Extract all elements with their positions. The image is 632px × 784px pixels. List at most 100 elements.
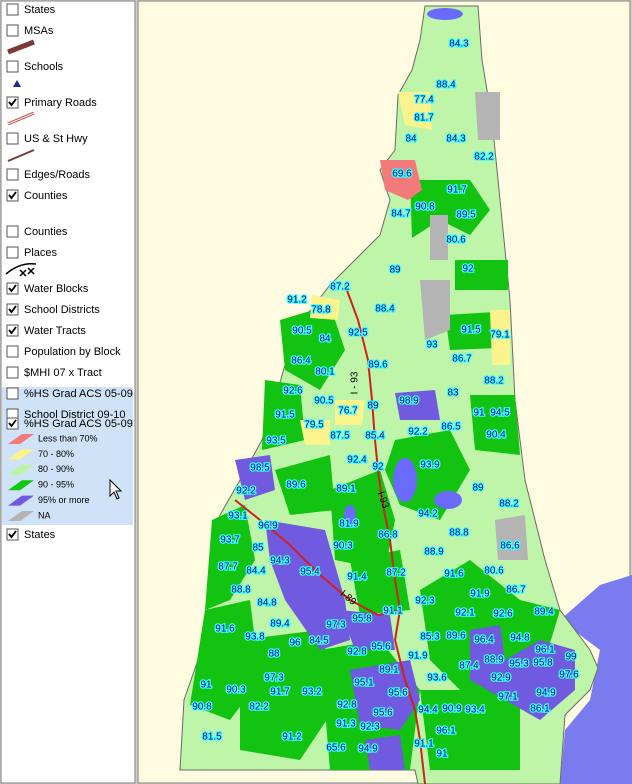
district-value-label: 86.4	[291, 356, 311, 367]
layer-name[interactable]: MSAs	[24, 25, 54, 37]
district-value-label: 79.1	[490, 330, 510, 341]
legend-label: 90 - 95%	[38, 480, 74, 490]
layer-name[interactable]: Counties	[24, 190, 68, 202]
district-value-label: 88.4	[375, 304, 395, 315]
district-value-label: 91.7	[270, 687, 290, 698]
checkbox[interactable]	[6, 225, 19, 238]
district-value-label: 88.9	[424, 547, 444, 558]
district-value-label: 94.9	[358, 744, 378, 755]
district-value-label: 80.6	[484, 566, 504, 577]
district-value-label: 87.2	[386, 568, 406, 579]
district-value-label: 94.2	[418, 509, 438, 520]
district-value-label: 91	[473, 408, 485, 419]
legend-swatch	[8, 434, 34, 444]
checkbox[interactable]	[6, 132, 19, 145]
checkbox[interactable]	[6, 345, 19, 358]
district-value-label: 97.1	[498, 692, 518, 703]
layer-name[interactable]: Water Tracts	[24, 325, 86, 337]
legend-swatch	[8, 449, 34, 460]
district-value-label: 91.2	[282, 732, 302, 743]
active-layer-name[interactable]: %HS Grad ACS 05-09	[24, 418, 133, 430]
district-value-label: 89	[389, 265, 401, 276]
layer-name[interactable]: $MHI 07 x Tract	[24, 367, 102, 379]
layer-name[interactable]: Water Blocks	[24, 283, 89, 295]
district-value-label: 82.2	[249, 702, 269, 713]
district-value-label: 92.2	[408, 427, 428, 438]
district-value-label: 81.9	[339, 519, 359, 530]
district-value-label: 81.5	[202, 732, 222, 743]
checkbox[interactable]	[6, 246, 19, 259]
district-value-label: 92.1	[455, 608, 475, 619]
checkbox[interactable]	[6, 3, 19, 16]
layer-name[interactable]: Primary Roads	[24, 97, 97, 109]
district-value-label: 93.1	[228, 511, 248, 522]
district-value-label: 84.3	[446, 134, 466, 145]
district-value-label: 95.4	[300, 567, 320, 578]
district-value-label: 91.4	[347, 572, 367, 583]
hwy-symbol	[7, 149, 35, 162]
district-value-label: 82.2	[474, 152, 494, 163]
district-value-label: 92.5	[348, 328, 368, 339]
layer-list: States MSAs Schools Primary Roads US & St Hw…	[5, 3, 133, 541]
layer-name[interactable]: Schools	[24, 61, 64, 73]
layer-name[interactable]: States	[24, 4, 56, 16]
checkbox[interactable]	[6, 387, 19, 400]
district-value-label: 91.1	[383, 606, 403, 617]
district-value-label: 97.3	[326, 620, 346, 631]
district-value-label: 90.8	[415, 202, 435, 213]
layer-name[interactable]: Counties	[24, 226, 68, 238]
district-value-label: 76.7	[338, 406, 358, 417]
checkbox[interactable]	[6, 168, 19, 181]
checkmark	[8, 191, 17, 200]
legend-swatch	[8, 495, 34, 506]
layer-name[interactable]: States	[24, 529, 56, 541]
district-value-label: 90.3	[226, 685, 246, 696]
district-value-label: 91.7	[447, 185, 467, 196]
places-symbol	[5, 262, 37, 277]
layer-name[interactable]: Places	[24, 247, 58, 259]
district-value-label: 92.2	[236, 486, 256, 497]
district-value-label: 96.1	[535, 645, 555, 656]
district-value-label: 85.3	[420, 632, 440, 643]
district-value-label: 84.3	[449, 39, 469, 50]
ocean	[560, 575, 632, 784]
layer-name[interactable]: School Districts	[24, 304, 100, 316]
district-value-label: 91.6	[444, 569, 464, 580]
district-value-label: 94.4	[418, 705, 438, 716]
district-value-label: 92.9	[491, 673, 511, 684]
road-label: I - 93	[350, 371, 361, 394]
district-value-label: 89	[472, 483, 484, 494]
layer-name[interactable]: School District 09-10	[24, 409, 126, 421]
districts-95-plus	[235, 390, 575, 770]
district-value-label: 94.3	[270, 556, 290, 567]
district-value-label: 88.8	[231, 585, 251, 596]
district-value-label: 96.9	[258, 521, 278, 532]
district-value-label: 90.8	[192, 702, 212, 713]
district-value-label: 89.6	[446, 631, 466, 642]
district-value-label: 93	[426, 340, 438, 351]
mouse-cursor	[109, 478, 123, 500]
checkmark	[8, 419, 17, 428]
district-value-label: 86.7	[452, 354, 472, 365]
layer-name[interactable]: Edges/Roads	[24, 169, 91, 181]
district-value-label: 93.5	[266, 436, 286, 447]
checkmark	[8, 326, 17, 335]
checkmark	[8, 530, 17, 539]
district-value-label: 95.3	[509, 659, 529, 670]
checkbox[interactable]	[6, 366, 19, 379]
district-value-label: 97.6	[559, 670, 579, 681]
district-value-label: 86.6	[500, 541, 520, 552]
checkbox[interactable]	[6, 24, 19, 37]
district-value-label: 92.8	[347, 647, 367, 658]
layer-name[interactable]: %HS Grad ACS 05-09	[24, 388, 133, 400]
layer-name[interactable]: US & St Hwy	[24, 133, 88, 145]
district-value-label: 88.2	[484, 376, 504, 387]
interstate-93	[344, 284, 426, 784]
district-value-label: 91	[200, 680, 212, 691]
school-symbol	[13, 80, 21, 87]
district-value-label: 89	[367, 401, 379, 412]
district-value-label: 91.9	[408, 651, 428, 662]
layer-name[interactable]: Population by Block	[24, 346, 121, 358]
district-value-label: 91.6	[215, 624, 235, 635]
checkbox[interactable]	[6, 60, 19, 73]
